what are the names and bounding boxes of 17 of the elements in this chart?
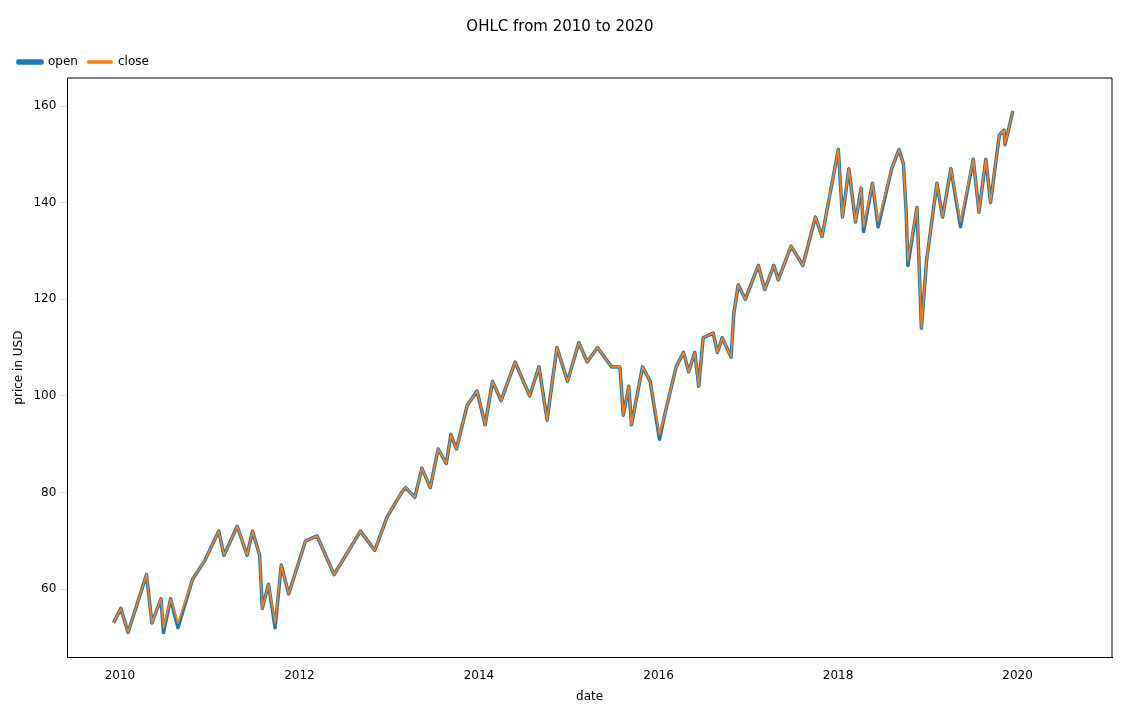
x-tick-label: 2020 [1002,667,1033,682]
x-tick-label: 2016 [643,667,674,682]
chart-title: OHLC from 2010 to 2020 [466,16,654,35]
legend-label: close [117,54,149,69]
x-axis-title: date [576,688,604,703]
x-tick-label: 2014 [463,667,495,682]
x-tick-label: 2018 [822,667,854,682]
x-tick-label: 2010 [104,667,136,682]
y-tick-label: 80 [41,484,57,499]
y-tick-label: 120 [33,291,57,306]
x-tick-label: 2012 [284,667,315,682]
legend-label: open [48,54,78,69]
y-tick-label: 160 [33,98,57,113]
y-axis-title: price in USD [11,330,26,405]
y-tick-label: 140 [33,194,57,209]
y-tick-label: 60 [41,581,57,596]
y-tick-label: 100 [33,387,57,402]
